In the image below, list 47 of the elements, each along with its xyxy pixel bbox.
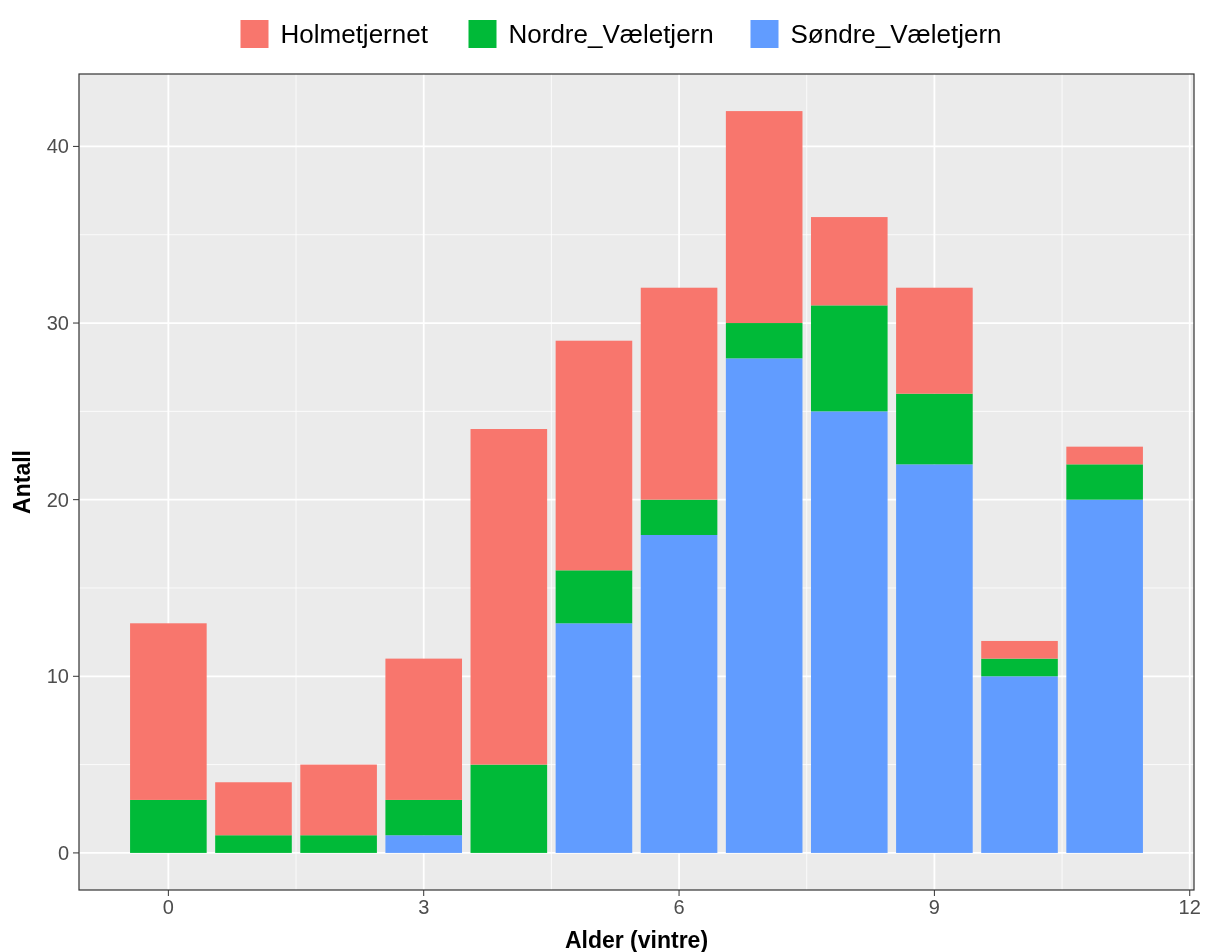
y-axis-title: Antall <box>9 450 35 514</box>
bar <box>981 676 1058 853</box>
bar <box>725 111 803 324</box>
y-tick-label: 20 <box>46 488 69 511</box>
bar <box>981 640 1058 659</box>
bar <box>555 623 633 853</box>
bar <box>1066 464 1143 500</box>
y-tick-label: 40 <box>46 135 69 158</box>
bar <box>810 217 888 306</box>
bar <box>215 782 292 836</box>
bar <box>896 287 973 394</box>
bar <box>810 411 888 853</box>
x-tick-label: 0 <box>162 896 174 918</box>
y-tick-label: 0 <box>57 841 69 864</box>
bar <box>555 570 633 624</box>
x-tick-label: 6 <box>673 896 685 918</box>
bar <box>300 764 377 836</box>
bar <box>130 623 207 800</box>
bar <box>215 835 292 853</box>
bar <box>555 340 633 571</box>
x-tick-label: 9 <box>928 896 940 918</box>
bar <box>640 287 718 500</box>
bar <box>470 764 548 853</box>
bar <box>640 499 718 535</box>
bar <box>1066 499 1143 853</box>
bar <box>385 658 463 800</box>
bar <box>896 464 973 853</box>
legend-label: Holmetjernet <box>280 19 429 50</box>
bar <box>300 835 377 853</box>
bar <box>896 393 973 465</box>
legend-label: Søndre_Væletjern <box>790 19 1002 50</box>
bar <box>385 799 463 836</box>
bar <box>725 358 803 853</box>
bar <box>385 835 463 853</box>
bar <box>1066 446 1143 465</box>
y-tick-label: 30 <box>46 312 69 335</box>
bar <box>725 323 803 359</box>
legend-label: Nordre_Væletjern <box>508 19 714 50</box>
y-tick-label: 10 <box>46 665 69 688</box>
x-tick-label: 12 <box>1178 896 1201 918</box>
bar <box>130 799 207 853</box>
x-axis-title: Alder (vintre) <box>564 927 709 952</box>
bar <box>470 429 548 765</box>
bar <box>640 534 718 853</box>
bar <box>981 658 1058 677</box>
bar <box>810 305 888 412</box>
x-tick-label: 3 <box>418 896 430 918</box>
